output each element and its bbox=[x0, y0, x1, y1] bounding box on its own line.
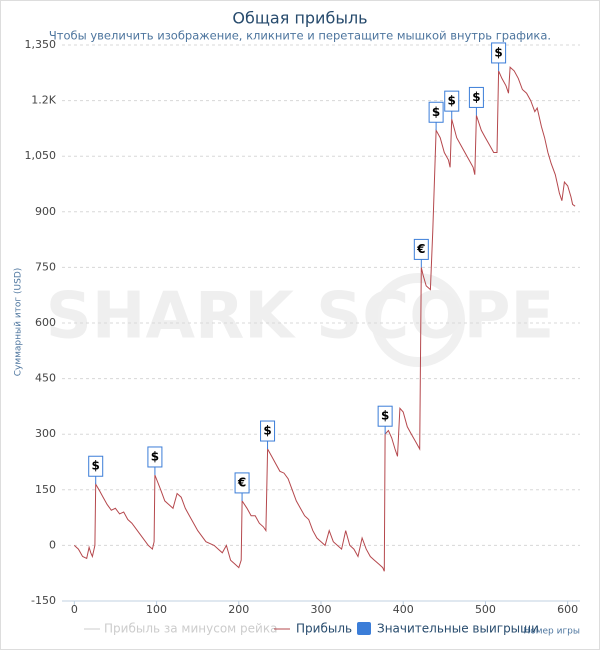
x-tick-label: 100 bbox=[146, 603, 167, 616]
flag-label: $ bbox=[381, 409, 389, 423]
y-tick-label: 150 bbox=[35, 483, 56, 496]
y-tick-label: 1.2K bbox=[31, 94, 56, 107]
flag-label: $ bbox=[448, 94, 456, 108]
x-tick-label: 0 bbox=[71, 603, 78, 616]
x-tick-label: 200 bbox=[228, 603, 249, 616]
flag-label: $ bbox=[263, 424, 271, 438]
y-axis-label: Суммарный итог (USD) bbox=[14, 268, 24, 377]
flag-label: € bbox=[416, 242, 425, 256]
watermark: SHARK SCOPE bbox=[46, 280, 554, 354]
flag bbox=[413, 238, 429, 260]
legend-swatch[interactable] bbox=[357, 622, 371, 635]
y-tick-label: -150 bbox=[31, 594, 56, 607]
flag bbox=[260, 420, 276, 442]
legend-label[interactable]: Прибыль bbox=[296, 622, 352, 636]
flag bbox=[468, 86, 484, 108]
x-tick-label: 500 bbox=[475, 603, 496, 616]
y-tick-label: 0 bbox=[49, 538, 56, 551]
legend-label[interactable]: Прибыль за минусом рейка bbox=[104, 622, 277, 636]
x-tick-label: 300 bbox=[311, 603, 332, 616]
y-tick-label: 900 bbox=[35, 205, 56, 218]
flag bbox=[491, 42, 507, 64]
watermark-logo bbox=[371, 273, 465, 367]
y-tick-label: 1,350 bbox=[25, 38, 57, 51]
flag-label: $ bbox=[92, 459, 100, 473]
flag-label: $ bbox=[151, 449, 159, 463]
flag bbox=[428, 101, 444, 123]
flag-label: $ bbox=[494, 45, 502, 59]
flag bbox=[88, 455, 104, 477]
flag bbox=[444, 90, 460, 112]
flag-label: $ bbox=[472, 90, 480, 104]
flag bbox=[234, 472, 250, 494]
y-tick-label: 750 bbox=[35, 260, 56, 273]
flag-label: € bbox=[237, 475, 246, 489]
flag-label: $ bbox=[432, 105, 440, 119]
flag bbox=[377, 405, 393, 427]
y-tick-label: 600 bbox=[35, 316, 56, 329]
x-tick-label: 600 bbox=[557, 603, 578, 616]
x-axis-label: Номер игры bbox=[523, 627, 580, 637]
profit-line bbox=[73, 66, 576, 572]
legend-label[interactable]: Значительные выигрыши bbox=[377, 622, 539, 636]
flag bbox=[147, 446, 163, 468]
y-tick-label: 450 bbox=[35, 372, 56, 385]
y-tick-label: 1,050 bbox=[25, 149, 57, 162]
chart-subtitle: Чтобы увеличить изображение, кликните и … bbox=[49, 29, 551, 43]
chart-title: Общая прибыль bbox=[232, 9, 367, 28]
x-tick-label: 400 bbox=[393, 603, 414, 616]
y-tick-label: 300 bbox=[35, 427, 56, 440]
